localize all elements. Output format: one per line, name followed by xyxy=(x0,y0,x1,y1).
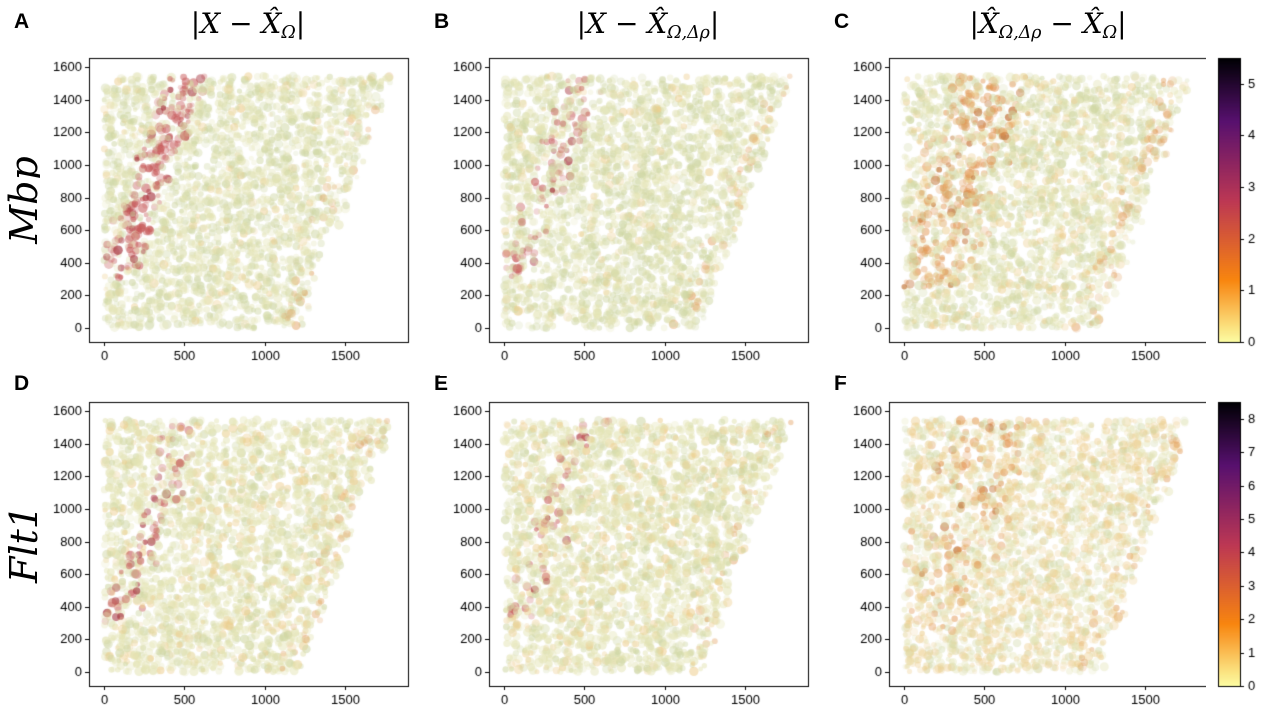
colorbar-mbp xyxy=(1206,46,1276,376)
column-title-1: |X − X̂Ω| xyxy=(48,2,448,50)
title-subscript: Ω,Δρ xyxy=(667,22,710,43)
title-subscript: Ω,Δρ xyxy=(998,22,1042,43)
title-text: |X̂ xyxy=(969,7,999,40)
scatter-plot-d xyxy=(40,390,425,720)
panel-letter-f: F xyxy=(834,372,847,395)
panel-letter-d: D xyxy=(14,372,30,395)
panel-letter-c: C xyxy=(834,10,850,33)
colorbar-flt1 xyxy=(1206,390,1276,720)
column-title-2: |X − X̂Ω,Δρ| xyxy=(448,2,848,50)
scatter-plot-f xyxy=(840,390,1225,720)
title-text: |X − X̂ xyxy=(576,7,668,40)
scatter-plot-b xyxy=(440,46,825,376)
title-text: − X̂ xyxy=(1041,7,1103,40)
column-title-3: |X̂Ω,Δρ − X̂Ω| xyxy=(848,2,1248,50)
title-subscript: Ω xyxy=(281,22,296,43)
title-text: | xyxy=(709,7,720,40)
scatter-plot-c xyxy=(840,46,1225,376)
panel-letter-b: B xyxy=(434,10,450,33)
title-text: | xyxy=(1117,7,1127,40)
panel-letter-a: A xyxy=(14,10,30,33)
title-text: | xyxy=(295,7,306,40)
panel-letter-e: E xyxy=(434,372,449,395)
title-subscript: Ω xyxy=(1102,22,1118,43)
scatter-plot-e xyxy=(440,390,825,720)
title-text: |X − X̂ xyxy=(190,7,282,40)
scatter-plot-a xyxy=(40,46,425,376)
